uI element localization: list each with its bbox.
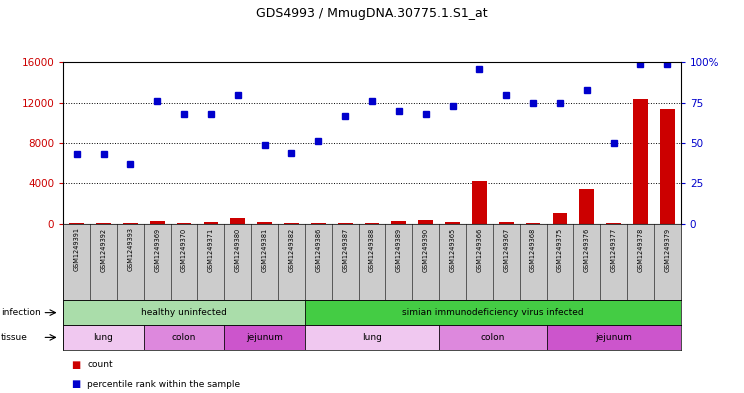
Text: GSM1249369: GSM1249369 [154, 228, 160, 272]
Text: colon: colon [172, 333, 196, 342]
Text: GSM1249379: GSM1249379 [664, 228, 670, 272]
Bar [123, 223, 138, 224]
Bar [338, 223, 353, 224]
Bar [633, 99, 648, 224]
Bar [553, 213, 568, 224]
Text: GSM1249376: GSM1249376 [584, 228, 590, 272]
Text: count: count [87, 360, 112, 369]
Bar [439, 325, 547, 350]
Text: GSM1249367: GSM1249367 [503, 228, 509, 272]
Text: GSM1249370: GSM1249370 [181, 228, 187, 272]
Bar [418, 220, 433, 224]
Bar [150, 221, 164, 224]
Bar [547, 325, 681, 350]
Text: GSM1249365: GSM1249365 [449, 228, 455, 272]
Bar [445, 222, 460, 224]
Text: tissue: tissue [1, 333, 28, 342]
Bar [225, 325, 305, 350]
Bar [144, 325, 225, 350]
Text: GSM1249393: GSM1249393 [127, 228, 133, 272]
Text: GSM1249388: GSM1249388 [369, 228, 375, 272]
Text: GSM1249389: GSM1249389 [396, 228, 402, 272]
Text: GSM1249378: GSM1249378 [638, 228, 644, 272]
Bar [606, 223, 621, 224]
Text: GSM1249387: GSM1249387 [342, 228, 348, 272]
Text: GSM1249386: GSM1249386 [315, 228, 321, 272]
Text: ■: ■ [71, 379, 80, 389]
Text: percentile rank within the sample: percentile rank within the sample [87, 380, 240, 389]
Text: GSM1249380: GSM1249380 [235, 228, 241, 272]
Text: lung: lung [94, 333, 113, 342]
Bar [660, 109, 675, 224]
Text: GSM1249392: GSM1249392 [100, 228, 106, 272]
Bar [176, 222, 191, 224]
Bar [69, 223, 84, 224]
Bar [204, 222, 218, 224]
Bar [284, 223, 299, 224]
Bar [63, 300, 305, 325]
Text: GSM1249382: GSM1249382 [289, 228, 295, 272]
Bar [305, 300, 681, 325]
Bar [231, 218, 245, 224]
Text: colon: colon [481, 333, 505, 342]
Text: ■: ■ [71, 360, 80, 370]
Text: GDS4993 / MmugDNA.30775.1.S1_at: GDS4993 / MmugDNA.30775.1.S1_at [256, 7, 488, 20]
Bar [305, 325, 439, 350]
Bar [63, 325, 144, 350]
Text: GSM1249375: GSM1249375 [557, 228, 563, 272]
Text: GSM1249368: GSM1249368 [530, 228, 536, 272]
Text: infection: infection [1, 308, 40, 317]
Bar [311, 223, 326, 224]
Text: GSM1249366: GSM1249366 [476, 228, 482, 272]
Text: GSM1249377: GSM1249377 [611, 228, 617, 272]
Text: jejunum: jejunum [246, 333, 283, 342]
Bar [96, 223, 111, 224]
Bar [499, 222, 513, 224]
Bar [472, 181, 487, 224]
Text: GSM1249371: GSM1249371 [208, 228, 214, 272]
Bar [391, 221, 406, 224]
Text: GSM1249390: GSM1249390 [423, 228, 429, 272]
Bar [257, 222, 272, 224]
Text: jejunum: jejunum [595, 333, 632, 342]
Bar [365, 223, 379, 224]
Text: simian immunodeficiency virus infected: simian immunodeficiency virus infected [402, 308, 583, 317]
Bar [580, 189, 594, 224]
Text: healthy uninfected: healthy uninfected [141, 308, 227, 317]
Text: GSM1249391: GSM1249391 [74, 228, 80, 272]
Text: lung: lung [362, 333, 382, 342]
Bar [526, 223, 540, 224]
Text: GSM1249381: GSM1249381 [262, 228, 268, 272]
